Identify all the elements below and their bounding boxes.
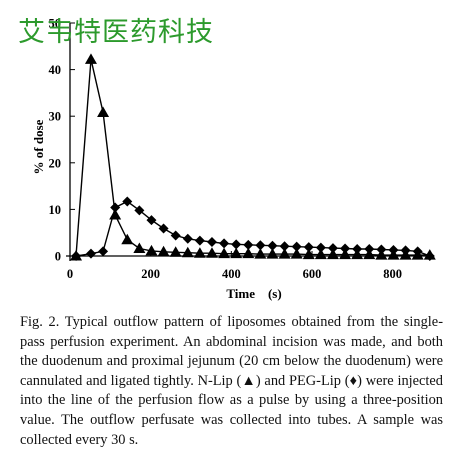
data-point-peg-lip — [146, 215, 157, 226]
data-point-peg-lip — [182, 233, 193, 244]
data-point-peg-lip — [340, 243, 351, 254]
data-point-n-lip — [254, 248, 267, 259]
data-point-peg-lip — [352, 244, 363, 255]
data-point-n-lip — [242, 247, 255, 259]
x-tick-label: 800 — [383, 267, 402, 281]
series-line-n-lip — [75, 59, 430, 257]
x-tick-label: 200 — [141, 267, 160, 281]
data-point-n-lip — [84, 53, 97, 64]
data-point-peg-lip — [85, 248, 96, 259]
data-point-n-lip — [302, 248, 315, 260]
data-point-peg-lip — [279, 241, 290, 252]
data-point-n-lip — [278, 248, 291, 259]
watermark-text: 艾韦特医药科技 — [18, 17, 214, 48]
data-point-peg-lip — [364, 244, 375, 255]
y-axis-ticks: 0 10 20 30 40 50 — [49, 17, 75, 264]
y-tick-label: 50 — [49, 17, 62, 31]
data-point-peg-lip — [400, 245, 411, 256]
figure-caption: Fig. 2. Typical outflow pattern of lipos… — [20, 314, 443, 448]
data-point-peg-lip — [231, 239, 242, 250]
x-tick-label: 400 — [222, 267, 241, 281]
data-point-n-lip — [266, 248, 279, 259]
data-point-peg-lip — [219, 238, 230, 249]
data-point-n-lip — [193, 247, 206, 258]
data-point-peg-lip — [170, 230, 181, 241]
data-point-n-lip — [145, 244, 158, 256]
data-point-n-lip — [121, 233, 134, 245]
data-point-n-lip — [290, 248, 303, 259]
data-point-peg-lip — [376, 244, 387, 255]
data-point-peg-lip — [122, 196, 133, 207]
data-point-n-lip — [133, 242, 146, 254]
y-tick-label: 10 — [49, 203, 62, 217]
data-point-n-lip — [339, 248, 352, 260]
data-point-n-lip — [326, 248, 339, 260]
data-point-peg-lip — [291, 241, 302, 252]
data-point-peg-lip — [206, 237, 217, 248]
data-point-peg-lip — [255, 240, 266, 251]
data-point-n-lip — [157, 245, 170, 257]
data-series — [70, 53, 436, 261]
x-tick-label: 600 — [303, 267, 322, 281]
y-tick-label: 40 — [49, 63, 62, 77]
data-point-peg-lip — [424, 251, 435, 261]
series-peg-lip — [71, 196, 435, 261]
data-point-peg-lip — [158, 223, 169, 234]
y-axis-label: % of dose — [31, 119, 46, 174]
x-axis-ticks: 0 200 400 600 800 — [67, 251, 402, 281]
data-point-n-lip — [169, 246, 182, 257]
data-point-peg-lip — [327, 243, 338, 254]
y-tick-label: 0 — [55, 250, 61, 264]
data-point-n-lip — [314, 248, 327, 260]
data-point-peg-lip — [267, 240, 278, 251]
data-point-n-lip — [230, 247, 243, 259]
data-point-peg-lip — [194, 235, 205, 246]
data-point-peg-lip — [315, 242, 326, 253]
data-point-n-lip — [97, 106, 110, 117]
y-tick-label: 20 — [49, 156, 62, 170]
data-point-n-lip — [181, 246, 194, 258]
data-point-peg-lip — [243, 239, 254, 250]
data-point-peg-lip — [388, 244, 399, 255]
y-tick-label: 30 — [49, 110, 62, 124]
data-point-n-lip — [218, 247, 231, 259]
data-point-peg-lip — [98, 246, 109, 257]
data-point-peg-lip — [110, 202, 121, 213]
data-point-n-lip — [205, 247, 218, 258]
series-n-lip — [70, 53, 436, 261]
chart-axes — [66, 23, 433, 261]
x-axis-label: Time (s) — [226, 286, 281, 301]
data-point-peg-lip — [71, 251, 82, 261]
data-point-peg-lip — [412, 246, 423, 257]
data-point-peg-lip — [303, 242, 314, 253]
series-line-peg-lip — [75, 200, 431, 257]
x-tick-label: 0 — [67, 267, 73, 281]
data-point-peg-lip — [134, 205, 145, 216]
